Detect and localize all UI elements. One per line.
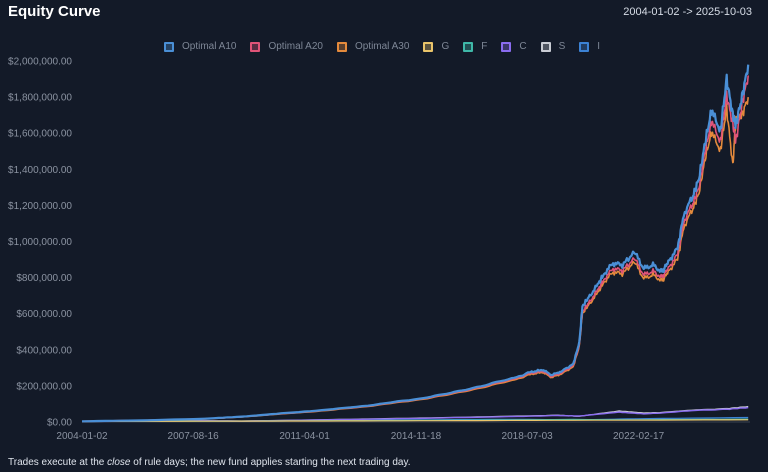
y-tick-label: $1,600,000.00 bbox=[8, 129, 72, 140]
y-tick-label: $0.00 bbox=[47, 418, 72, 429]
legend-item-s[interactable]: S bbox=[540, 41, 570, 52]
legend-label: F bbox=[481, 41, 488, 52]
footer-note-emphasis: close bbox=[107, 457, 131, 468]
series-layer bbox=[81, 64, 750, 423]
legend-item-optimal-a10[interactable]: Optimal A10 bbox=[163, 41, 240, 52]
y-tick-label: $1,800,000.00 bbox=[8, 93, 72, 104]
y-axis: $0.00 $200,000.00 $400,000.00 $600,000.00 $8… bbox=[8, 57, 72, 429]
y-tick-label: $600,000.00 bbox=[16, 309, 72, 320]
x-tick-label: 2007-08-16 bbox=[168, 431, 220, 442]
y-tick-label: $1,400,000.00 bbox=[8, 165, 72, 176]
legend-item-g[interactable]: G bbox=[423, 41, 453, 52]
legend-label: Optimal A30 bbox=[354, 41, 410, 52]
legend-item-f[interactable]: F bbox=[463, 41, 491, 52]
chart-legend: Optimal A10 Optimal A20 Optimal A30 G F C S I bbox=[0, 41, 768, 52]
x-tick-label: 2018-07-03 bbox=[502, 431, 554, 442]
legend-swatch bbox=[163, 41, 174, 52]
legend-item-c[interactable]: C bbox=[501, 41, 530, 52]
x-tick-label: 2011-04-01 bbox=[279, 431, 330, 442]
legend-swatch bbox=[423, 41, 434, 52]
series-line-optimal-a30 bbox=[81, 97, 749, 423]
legend-swatch bbox=[463, 41, 474, 52]
footer-note-suffix: of rule days; the new fund applies start… bbox=[130, 457, 411, 468]
legend-swatch bbox=[540, 41, 551, 52]
x-tick-label: 2004-01-02 bbox=[56, 431, 108, 442]
series-line-g bbox=[81, 419, 749, 423]
legend-swatch bbox=[579, 41, 590, 52]
legend-label: G bbox=[441, 41, 450, 52]
x-axis: 2004-01-02 2007-08-16 2011-04-01 2014-11-18… bbox=[56, 421, 750, 442]
legend-label: I bbox=[597, 41, 601, 52]
chart-title: Equity Curve bbox=[8, 3, 101, 20]
footer-note-prefix: Trades execute at the bbox=[8, 457, 108, 468]
series-line-optimal-a10 bbox=[81, 64, 750, 423]
legend-swatch bbox=[501, 41, 512, 52]
y-tick-label: $800,000.00 bbox=[16, 273, 72, 284]
date-range-label: 2004-01-02 -> 2025-10-03 bbox=[623, 6, 752, 18]
y-tick-label: $2,000,000.00 bbox=[8, 57, 72, 68]
legend-item-i[interactable]: I bbox=[579, 41, 604, 52]
legend-label: Optimal A10 bbox=[181, 41, 237, 52]
series-line-optimal-a20 bbox=[81, 75, 749, 423]
y-tick-label: $1,000,000.00 bbox=[8, 237, 72, 248]
y-tick-label: $400,000.00 bbox=[16, 345, 72, 356]
legend-item-optimal-a20[interactable]: Optimal A20 bbox=[250, 41, 326, 52]
legend-swatch bbox=[336, 41, 347, 52]
legend-swatch bbox=[250, 41, 261, 52]
footer-note: Trades execute at the close of rule days… bbox=[8, 457, 411, 468]
legend-label: C bbox=[519, 41, 527, 52]
y-tick-label: $200,000.00 bbox=[16, 381, 72, 392]
x-tick-label: 2014-11-18 bbox=[391, 431, 442, 442]
x-tick-label: 2022-02-17 bbox=[613, 431, 665, 442]
legend-label: S bbox=[558, 41, 566, 52]
legend-item-optimal-a30[interactable]: Optimal A30 bbox=[336, 41, 413, 52]
legend-label: Optimal A20 bbox=[268, 41, 323, 52]
y-tick-label: $1,200,000.00 bbox=[8, 201, 72, 212]
